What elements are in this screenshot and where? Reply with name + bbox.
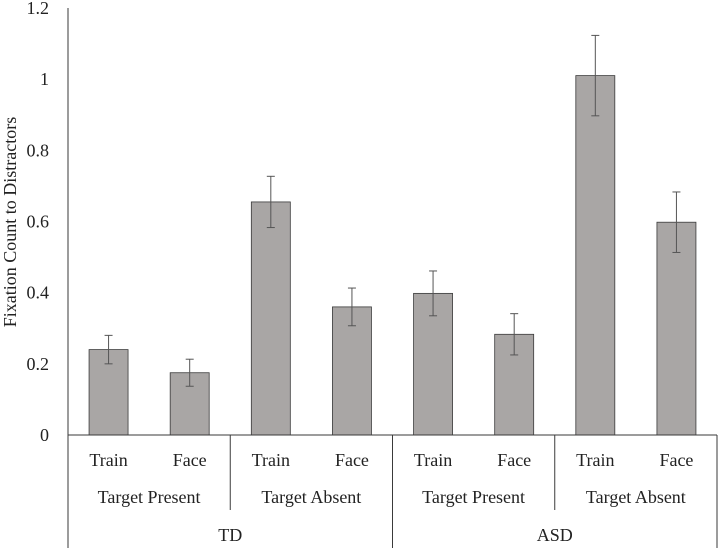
bar	[575, 75, 616, 436]
x-condition-label: Target Absent	[261, 487, 361, 507]
y-tick-label: 1	[40, 69, 49, 89]
y-axis-label: Fixation Count to Distractors	[0, 117, 20, 328]
x-category-label: Face	[335, 450, 369, 470]
x-category-label: Face	[497, 450, 531, 470]
x-category-label: Train	[414, 450, 452, 470]
x-condition-label: Target Absent	[586, 487, 686, 507]
y-tick-label: 0.6	[27, 212, 50, 232]
bar	[250, 201, 291, 436]
y-tick-label: 0	[40, 425, 49, 445]
y-tick-label: 0.8	[27, 140, 50, 160]
x-category-label: Train	[576, 450, 614, 470]
x-condition-label: Target Present	[422, 487, 525, 507]
y-tick-label: 0.4	[27, 283, 50, 303]
x-category-label: Face	[173, 450, 207, 470]
x-condition-label: Target Present	[98, 487, 201, 507]
x-category-label: Face	[659, 450, 693, 470]
x-group-label: TD	[218, 525, 242, 545]
bar	[656, 221, 697, 436]
x-category-label: Train	[252, 450, 290, 470]
y-tick-label: 1.2	[27, 0, 50, 18]
x-category-label: Train	[89, 450, 127, 470]
y-tick-label: 0.2	[27, 354, 50, 374]
x-group-label: ASD	[537, 525, 573, 545]
x-axis: Train Face Train Face Train Face Train Face Targ…	[67, 434, 718, 548]
bars	[88, 34, 697, 436]
y-axis: 0 0.2 0.4 0.6 0.8 1 1.2	[27, 0, 69, 445]
